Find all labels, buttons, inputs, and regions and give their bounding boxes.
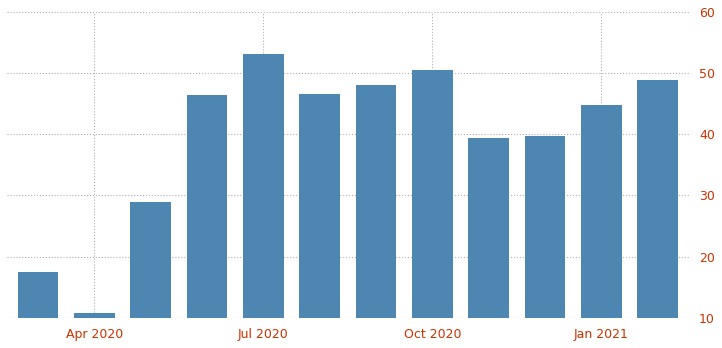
Bar: [187, 95, 227, 348]
Bar: [469, 138, 509, 348]
Bar: [356, 85, 396, 348]
Bar: [638, 80, 678, 348]
Bar: [74, 313, 115, 348]
Bar: [412, 70, 453, 348]
Bar: [131, 202, 171, 348]
Bar: [17, 272, 58, 348]
Bar: [525, 136, 565, 348]
Bar: [243, 54, 284, 348]
Bar: [300, 94, 340, 348]
Bar: [581, 105, 622, 348]
